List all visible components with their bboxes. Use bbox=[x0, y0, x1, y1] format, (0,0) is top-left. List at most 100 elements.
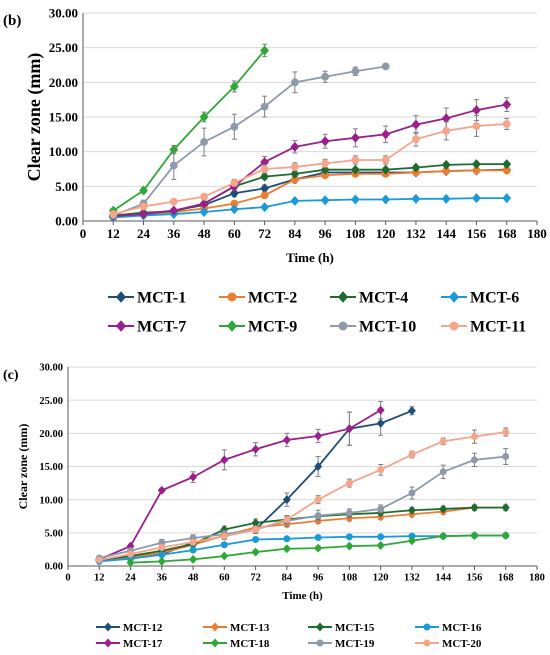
mct-10-point bbox=[321, 72, 330, 81]
mct-10-point bbox=[260, 102, 269, 111]
panel-c-x-tick-label: 12 bbox=[94, 573, 105, 584]
panel-b-y-tick-label: 15.00 bbox=[49, 110, 78, 125]
panel-c-label: (c) bbox=[3, 368, 19, 383]
mct-11-point bbox=[169, 197, 178, 206]
panel-b-x-tick-label: 132 bbox=[406, 226, 426, 241]
mct-18-point bbox=[314, 543, 323, 553]
panel-c-x-tick-label: 84 bbox=[282, 573, 293, 584]
panel-c-y-tick-label: 0.00 bbox=[45, 562, 63, 573]
panel-b-y-tick-label: 10.00 bbox=[49, 144, 78, 159]
legend-marker-mct-1 bbox=[115, 291, 127, 303]
mct-20-point bbox=[314, 496, 322, 504]
legend-marker-mct-18 bbox=[211, 638, 219, 648]
legend-entry-mct-2: MCT-2 bbox=[248, 290, 297, 307]
mct-2-line bbox=[113, 169, 507, 219]
panel-c-x-tick-label: 60 bbox=[219, 573, 230, 584]
legend-marker-mct-12 bbox=[104, 622, 112, 632]
panel-b-x-axis-label: Time (h) bbox=[286, 250, 334, 265]
mct-12-point bbox=[376, 418, 385, 428]
mct-7-point bbox=[411, 119, 421, 130]
panel-b-x-tick-label: 36 bbox=[167, 226, 181, 241]
mct-17-point bbox=[314, 431, 323, 441]
legend-marker-mct-13 bbox=[211, 622, 219, 632]
mct-16-point bbox=[220, 541, 228, 549]
mct-19-point bbox=[377, 505, 385, 513]
mct-6-point bbox=[290, 195, 300, 206]
panel-c-x-tick-label: 180 bbox=[529, 573, 545, 584]
panel-b-series-mct-10 bbox=[109, 62, 390, 220]
mct-18-point bbox=[345, 541, 354, 551]
panel-c-legend: MCT-12 MCT-13 MCT-15 MCT-16 MCT-17 MCT-18 MCT-… bbox=[96, 622, 482, 650]
mct-4-point bbox=[381, 164, 391, 175]
mct-16-point bbox=[158, 551, 166, 559]
mct-18-point bbox=[282, 544, 291, 554]
legend-entry-mct-10: MCT-10 bbox=[359, 319, 416, 336]
panel-c-x-tick-label: 24 bbox=[125, 573, 136, 584]
mct-1-point bbox=[260, 183, 270, 194]
mct-17-point bbox=[220, 455, 229, 465]
panel-b-y-tick-label: 20.00 bbox=[49, 75, 78, 90]
mct-19-line bbox=[99, 455, 506, 559]
legend-entry-mct-15: MCT-15 bbox=[335, 622, 375, 634]
mct-10-point bbox=[290, 78, 299, 87]
mct-12-point bbox=[314, 461, 323, 472]
mct-16-point bbox=[189, 546, 197, 554]
mct-6-point bbox=[320, 195, 330, 206]
panel-b-x-tick-label: 84 bbox=[288, 226, 302, 241]
panel-c-series-mct-19 bbox=[95, 448, 510, 562]
panel-c-x-tick-label: 144 bbox=[435, 573, 452, 584]
panel-b-x-tick-label: 0 bbox=[80, 226, 87, 241]
legend-marker-mct-2 bbox=[227, 292, 237, 302]
mct-18-point bbox=[189, 554, 198, 564]
legend-marker-mct-11 bbox=[449, 321, 459, 331]
mct-11-point bbox=[200, 192, 208, 201]
mct-7-point bbox=[502, 99, 512, 110]
mct-10-line bbox=[112, 65, 386, 217]
mct-4-point bbox=[290, 168, 300, 179]
mct-19-point bbox=[408, 489, 416, 497]
mct-17-point bbox=[157, 485, 166, 495]
mct-20-point bbox=[470, 433, 478, 441]
mct-2-point bbox=[260, 191, 269, 200]
mct-11-point bbox=[321, 159, 330, 168]
mct-20-point bbox=[252, 526, 260, 534]
panel-c-x-tick-label: 132 bbox=[404, 573, 420, 584]
mct-7-point bbox=[139, 209, 148, 220]
mct-11-point bbox=[109, 210, 118, 218]
mct-12-point bbox=[282, 495, 291, 505]
mct-13-line bbox=[99, 506, 506, 562]
mct-20-point bbox=[345, 479, 353, 487]
legend-marker-mct-4 bbox=[337, 291, 349, 303]
panel-c-series-mct-18 bbox=[126, 530, 510, 568]
mct-11-point bbox=[290, 163, 299, 171]
mct-20-point bbox=[439, 437, 447, 445]
panel-b-x-tick-label: 12 bbox=[107, 226, 120, 241]
legend-entry-mct-17: MCT-17 bbox=[123, 638, 163, 650]
panel-c-y-tick-label: 25.00 bbox=[39, 396, 63, 407]
mct-6-point bbox=[472, 193, 481, 204]
legend-marker-mct-9 bbox=[226, 320, 238, 332]
legend-entry-mct-16: MCT-16 bbox=[442, 622, 482, 634]
panel-b-y-tick-label: 25.00 bbox=[49, 40, 78, 55]
mct-16-point bbox=[283, 535, 291, 543]
panel-c-x-tick-label: 120 bbox=[373, 573, 389, 584]
mct-4-point bbox=[472, 159, 481, 170]
mct-7-point bbox=[350, 132, 360, 143]
legend-entry-mct-13: MCT-13 bbox=[230, 622, 270, 634]
mct-6-point bbox=[381, 194, 391, 205]
mct-6-point bbox=[350, 194, 360, 205]
mct-20-point bbox=[502, 428, 510, 436]
panel-c-x-tick-label: 0 bbox=[65, 573, 70, 584]
mct-9-point bbox=[229, 81, 239, 92]
panel-b-x-tick-label: 60 bbox=[228, 226, 241, 241]
panel-b-x-tick-label: 48 bbox=[198, 226, 212, 241]
mct-18-point bbox=[470, 530, 479, 540]
panel-b-y-tick-label: 30.00 bbox=[49, 6, 78, 21]
mct-17-point bbox=[251, 444, 260, 454]
mct-18-point bbox=[251, 547, 260, 557]
mct-7-point bbox=[472, 105, 481, 116]
panel-b-y-axis-label: Clear zone (mm) bbox=[24, 53, 45, 182]
panel-b-series-mct-6 bbox=[108, 193, 512, 223]
mct-19-point bbox=[439, 468, 447, 476]
